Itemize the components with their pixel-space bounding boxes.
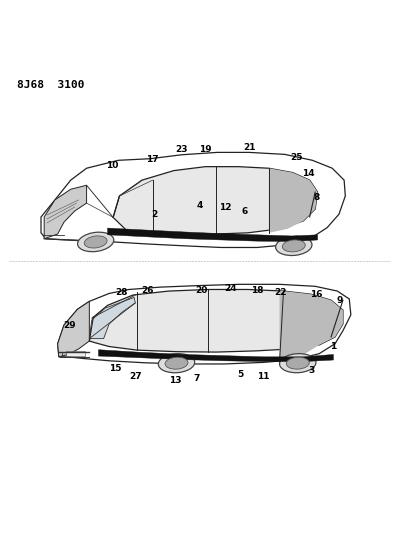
Text: 1: 1 [330,342,336,351]
Polygon shape [113,167,318,234]
Ellipse shape [165,357,188,369]
Text: 8J68  3100: 8J68 3100 [17,80,85,90]
Ellipse shape [280,353,316,373]
Text: 3: 3 [308,366,314,375]
Text: 21: 21 [243,143,255,152]
Text: 22: 22 [275,288,287,297]
Ellipse shape [84,236,107,248]
Text: 16: 16 [310,290,323,298]
Text: 18: 18 [251,286,263,295]
Ellipse shape [282,240,305,252]
Text: 20: 20 [195,286,207,295]
Polygon shape [44,185,87,239]
Text: 15: 15 [109,364,122,373]
Text: 27: 27 [129,372,142,381]
Polygon shape [89,289,343,352]
Polygon shape [99,350,334,361]
Text: 24: 24 [224,284,237,293]
Polygon shape [89,297,135,338]
Text: 17: 17 [146,155,158,164]
Text: 9: 9 [337,296,344,305]
Ellipse shape [286,357,309,369]
Text: 14: 14 [302,169,315,178]
Text: 28: 28 [115,288,127,297]
Polygon shape [108,228,318,241]
Ellipse shape [77,232,114,252]
Text: 8: 8 [313,192,320,201]
Text: 13: 13 [169,376,181,385]
Bar [65,351,85,356]
Polygon shape [57,301,89,357]
Text: 6: 6 [242,206,248,215]
Text: 26: 26 [141,286,154,295]
Text: 5: 5 [237,370,243,379]
Ellipse shape [276,236,312,255]
Text: 23: 23 [176,145,188,154]
Text: 25: 25 [290,153,303,162]
Text: 7: 7 [193,374,200,383]
Ellipse shape [158,353,195,373]
Text: 11: 11 [257,372,270,381]
Text: 4: 4 [196,200,203,209]
Text: 19: 19 [199,145,212,154]
Polygon shape [280,291,343,362]
Text: 29: 29 [63,321,76,330]
Text: 12: 12 [219,204,231,212]
Polygon shape [269,168,318,233]
Text: 10: 10 [106,161,119,170]
Text: 2: 2 [151,211,157,220]
